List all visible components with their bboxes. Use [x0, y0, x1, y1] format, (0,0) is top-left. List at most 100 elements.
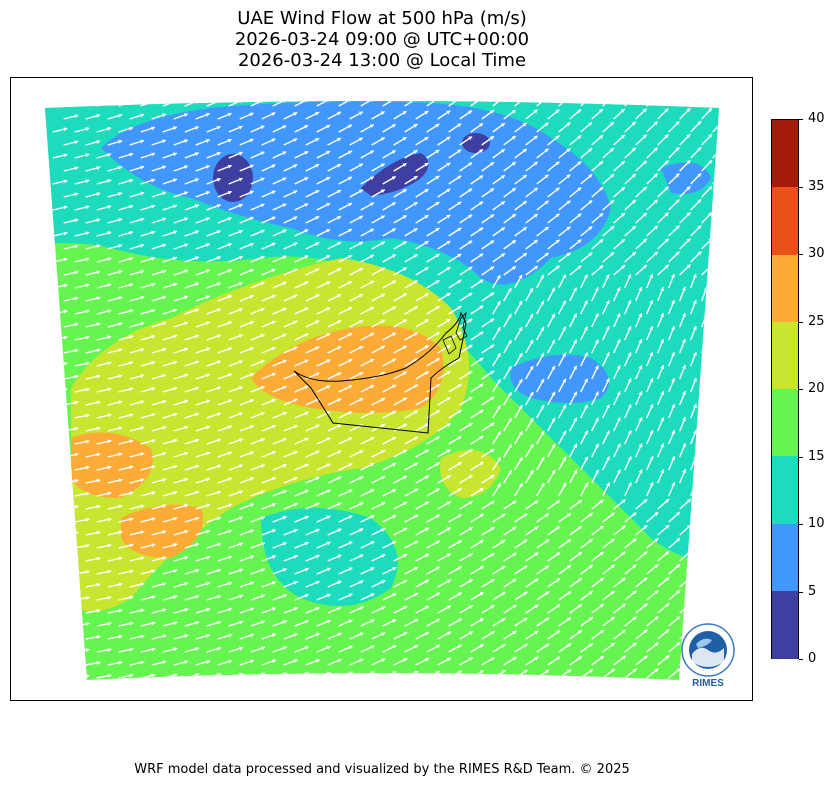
wind-arrow-head — [457, 618, 462, 623]
wind-arrow-head — [63, 439, 68, 444]
wind-arrow-head — [282, 437, 287, 442]
wind-arrow-head — [391, 358, 396, 363]
wind-arrow-head — [457, 149, 462, 154]
speed-band-25-30-c — [121, 504, 203, 558]
wind-arrow-head — [85, 127, 90, 132]
wind-arrow-head — [616, 391, 621, 396]
wind-arrow-head — [337, 580, 342, 585]
wind-arrow-head — [594, 313, 599, 318]
wind-arrow-head — [315, 216, 320, 220]
wind-arrow-head — [545, 643, 550, 648]
wind-arrow-head — [642, 238, 647, 243]
wind-arrow-head — [140, 478, 145, 483]
wind-arrow-head — [490, 605, 495, 609]
wind-arrow-head — [446, 605, 451, 610]
wind-arrow-head — [96, 348, 101, 353]
wind-arrow-head — [714, 325, 719, 330]
wind-arrow — [316, 101, 331, 107]
wind-arrow-head — [238, 464, 243, 469]
wind-arrow-head — [610, 200, 615, 204]
wind-arrow-head — [654, 616, 659, 621]
wind-arrow-head — [74, 166, 79, 171]
wind-arrow-head — [708, 186, 713, 191]
wind-arrow-head — [708, 550, 713, 555]
wind-arrow-head — [326, 437, 331, 442]
wind-arrow — [724, 160, 734, 171]
wind-arrow-head — [402, 267, 407, 272]
wind-arrow-head — [304, 645, 309, 650]
wind-arrow-head — [468, 318, 473, 323]
wind-arrow-head — [260, 281, 265, 286]
wind-arrow-head — [660, 391, 665, 396]
wind-arrow-head — [446, 475, 451, 480]
wind-arrow-head — [424, 553, 429, 558]
wind-arrow-head — [676, 538, 680, 542]
wind-arrow-head — [380, 319, 385, 324]
wind-arrow-head — [206, 607, 211, 612]
wind-arrow-head — [457, 514, 462, 518]
wind-arrow-head — [649, 274, 654, 279]
wind-arrow-head — [129, 335, 134, 339]
wind-arrow-head — [74, 218, 79, 223]
wind-arrow-head — [594, 391, 599, 396]
wind-arrow-head — [676, 564, 681, 568]
wind-arrow-head — [118, 322, 123, 327]
wind-arrow-head — [129, 152, 134, 157]
wind-arrow-head — [518, 300, 523, 305]
wind-arrow-head — [540, 430, 545, 435]
wind-arrow-head — [686, 212, 691, 217]
wind-arrow-head — [599, 525, 604, 530]
wind-arrow-head — [671, 326, 675, 331]
wind-arrow-head — [151, 360, 156, 365]
wind-arrow-head — [675, 199, 680, 204]
wind-arrow-head — [369, 150, 374, 155]
wind-arrow-head — [238, 125, 243, 130]
wind-arrow-head — [370, 489, 375, 493]
wind-arrow-head — [507, 418, 512, 423]
wind-arrow-head — [551, 469, 556, 474]
wind-arrow — [712, 403, 719, 419]
wind-arrow-head — [529, 418, 534, 423]
wind-arrow-head — [369, 254, 374, 259]
wind-arrow-head — [238, 490, 243, 495]
wind-arrow-head — [638, 365, 643, 370]
wind-arrow-head — [315, 502, 320, 507]
wind-arrow-head — [337, 476, 342, 481]
wind-arrow-head — [96, 426, 101, 431]
wind-arrow-head — [664, 264, 669, 269]
wind-arrow-head — [649, 456, 654, 461]
wind-arrow-head — [708, 498, 713, 503]
wind-arrow-head — [216, 360, 221, 365]
wind-arrow-head — [118, 530, 123, 535]
wind-arrow-head — [282, 151, 287, 156]
wind-arrow-head — [205, 243, 210, 248]
wind-arrow-head — [326, 176, 331, 181]
wind-arrow-head — [293, 424, 298, 429]
wind-arrow-head — [446, 631, 451, 636]
wind-arrow-head — [435, 384, 440, 388]
wind-arrow-head — [162, 269, 167, 274]
wind-arrow-head — [183, 113, 188, 117]
wind-arrow-head — [282, 307, 287, 312]
wind-arrow-head — [697, 147, 702, 152]
wind-arrow-head — [654, 512, 659, 517]
wind-arrow-head — [194, 204, 199, 209]
wind-arrow-head — [107, 621, 112, 626]
wind-arrow-head — [206, 451, 210, 456]
wind-arrow-head — [140, 165, 145, 170]
wind-arrow-head — [162, 139, 166, 144]
wind-arrow-head — [238, 438, 243, 443]
wind-arrow-head — [282, 411, 287, 416]
wind-arrow-head — [183, 165, 188, 170]
wind-arrow-head — [512, 500, 517, 505]
footer-credit: WRF model data processed and visualized … — [134, 762, 630, 777]
wind-arrow-head — [216, 151, 221, 156]
wind-arrow-head — [85, 569, 90, 574]
title-line-2: 2026-03-24 09:00 @ UTC+00:00 — [234, 29, 530, 50]
wind-arrow-head — [424, 345, 429, 349]
wind-arrow-head — [556, 630, 561, 635]
wind-arrow-head — [403, 501, 408, 506]
wind-arrow-head — [140, 608, 145, 613]
wind-arrow-head — [107, 335, 112, 340]
wind-arrow — [74, 101, 90, 107]
